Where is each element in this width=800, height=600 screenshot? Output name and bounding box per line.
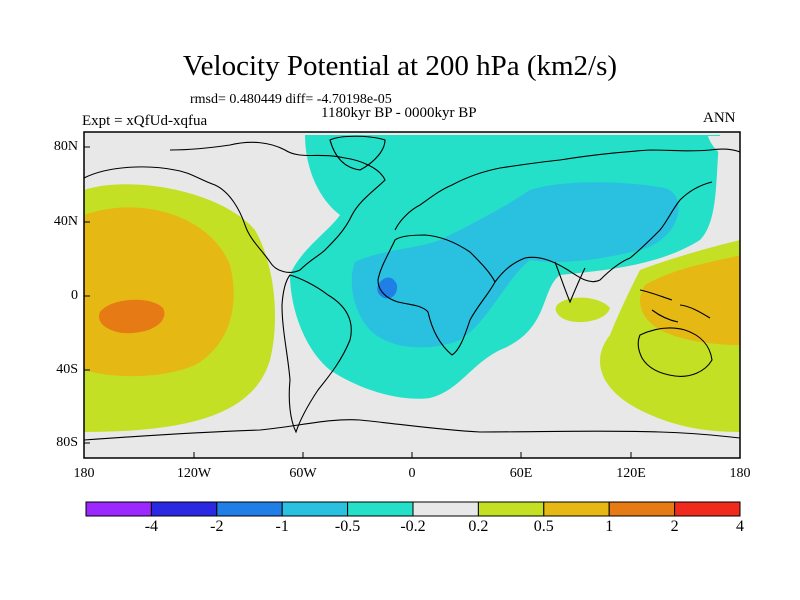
- colorbar-label: 0.5: [533, 518, 554, 535]
- colorbar: [85, 501, 741, 517]
- negative-field-0.5: [351, 182, 679, 348]
- colorbar-swatch: [608, 501, 676, 517]
- north-america-coast: [84, 141, 386, 273]
- xtick-label-180e: 180: [729, 466, 751, 481]
- africa-coast: [377, 234, 496, 356]
- indonesia-coast: [639, 289, 711, 323]
- arctic-coast: [559, 148, 740, 161]
- pacific-positive-0.5: [84, 207, 234, 377]
- xtick-label-120e: 120E: [616, 466, 646, 481]
- xtick-label-120w: 120W: [176, 466, 212, 481]
- antarctica-coast: [84, 419, 740, 441]
- ytick-label-80n: 80N: [53, 139, 78, 154]
- xtick-label-0: 0: [408, 466, 416, 481]
- colorbar-label: 1: [605, 518, 614, 535]
- experiment-label: Expt = xQfUd-xqfua: [82, 113, 208, 129]
- australia-coast: [637, 327, 713, 377]
- indian-ocean-positive: [555, 297, 610, 323]
- colorbar-swatch: [150, 501, 218, 517]
- xtick-label-60e: 60E: [509, 466, 533, 481]
- xtick-label-60w: 60W: [289, 466, 317, 481]
- ytick-label-80s: 80S: [56, 435, 78, 450]
- colorbar-label: 0.2: [468, 518, 489, 535]
- arctic-neutral: [708, 136, 740, 170]
- asia-coast: [494, 181, 713, 283]
- period-label: 1180kyr BP - 0000kyr BP: [321, 105, 477, 121]
- colorbar-label: -0.2: [400, 518, 426, 535]
- map-title: Velocity Potential at 200 hPa (km2/s): [182, 50, 618, 82]
- greenland-coast: [329, 135, 386, 171]
- colorbar-label: -0.5: [334, 518, 361, 535]
- colorbar-label: -1: [275, 518, 289, 535]
- colorbar-swatch: [412, 501, 479, 517]
- ytick-label-0: 0: [71, 288, 78, 303]
- colorbar-label: 4: [736, 518, 744, 535]
- stats-label: rmsd= 0.480449 diff= -4.70198e-05: [190, 92, 392, 107]
- ytick-label-40n: 40N: [53, 214, 78, 229]
- coastlines: [84, 135, 740, 441]
- colorbar-label: -4: [144, 518, 159, 535]
- colorbar-swatch: [674, 501, 741, 517]
- europe-coast: [394, 159, 561, 231]
- xtick-label-180w: 180: [73, 466, 95, 481]
- south-america-coast: [281, 274, 352, 434]
- india-coast: [554, 261, 586, 304]
- colorbar-swatch: [543, 501, 610, 517]
- colorbar-swatch: [281, 501, 349, 517]
- colorbar-swatch: [477, 501, 545, 517]
- colorbar-swatch: [85, 501, 152, 517]
- field-layer: [84, 132, 740, 458]
- pacific-positive-1: [99, 299, 165, 334]
- colorbar-swatch: [216, 501, 283, 517]
- season-label: ANN: [703, 110, 736, 126]
- maritime-positive-0.5: [640, 255, 740, 345]
- colorbar-label: -2: [210, 518, 224, 535]
- axis-ticks: [84, 146, 632, 458]
- colorbar-swatch: [347, 501, 414, 517]
- colorbar-label: 2: [670, 518, 679, 535]
- ytick-label-40s: 40S: [56, 362, 78, 377]
